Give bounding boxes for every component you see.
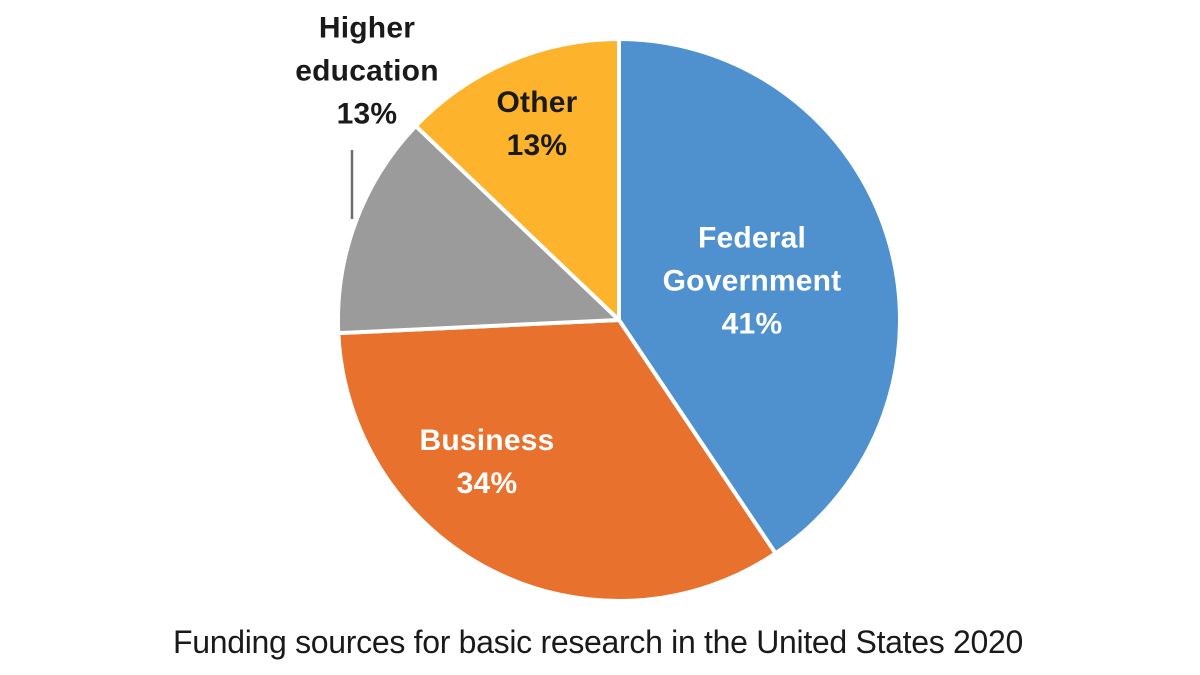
label-higher-education: Higher education 13%: [295, 7, 438, 136]
label-line: Other: [496, 86, 578, 119]
label-line: Higher: [318, 11, 416, 45]
label-line: 13%: [506, 129, 568, 162]
label-line: 41%: [721, 307, 783, 341]
chart-title: Funding sources for basic research in th…: [172, 624, 1024, 660]
pie-slice-business: [336, 318, 778, 603]
pie-slice-higher-education: [336, 123, 621, 336]
pie-slice-other: [413, 37, 621, 322]
pie-slices: [336, 37, 903, 603]
label-other: Other 13%: [496, 81, 577, 167]
label-line: 34%: [456, 467, 518, 500]
label-federal-government: Federal Government 41%: [663, 217, 842, 346]
label-line: education: [295, 54, 439, 88]
label-line: Government: [662, 264, 842, 298]
label-line: Business: [419, 424, 555, 457]
label-business: Business 34%: [420, 419, 555, 505]
label-line: 13%: [336, 97, 398, 131]
pie-slice-federal-government: [617, 37, 903, 556]
label-line: Federal: [697, 221, 807, 255]
